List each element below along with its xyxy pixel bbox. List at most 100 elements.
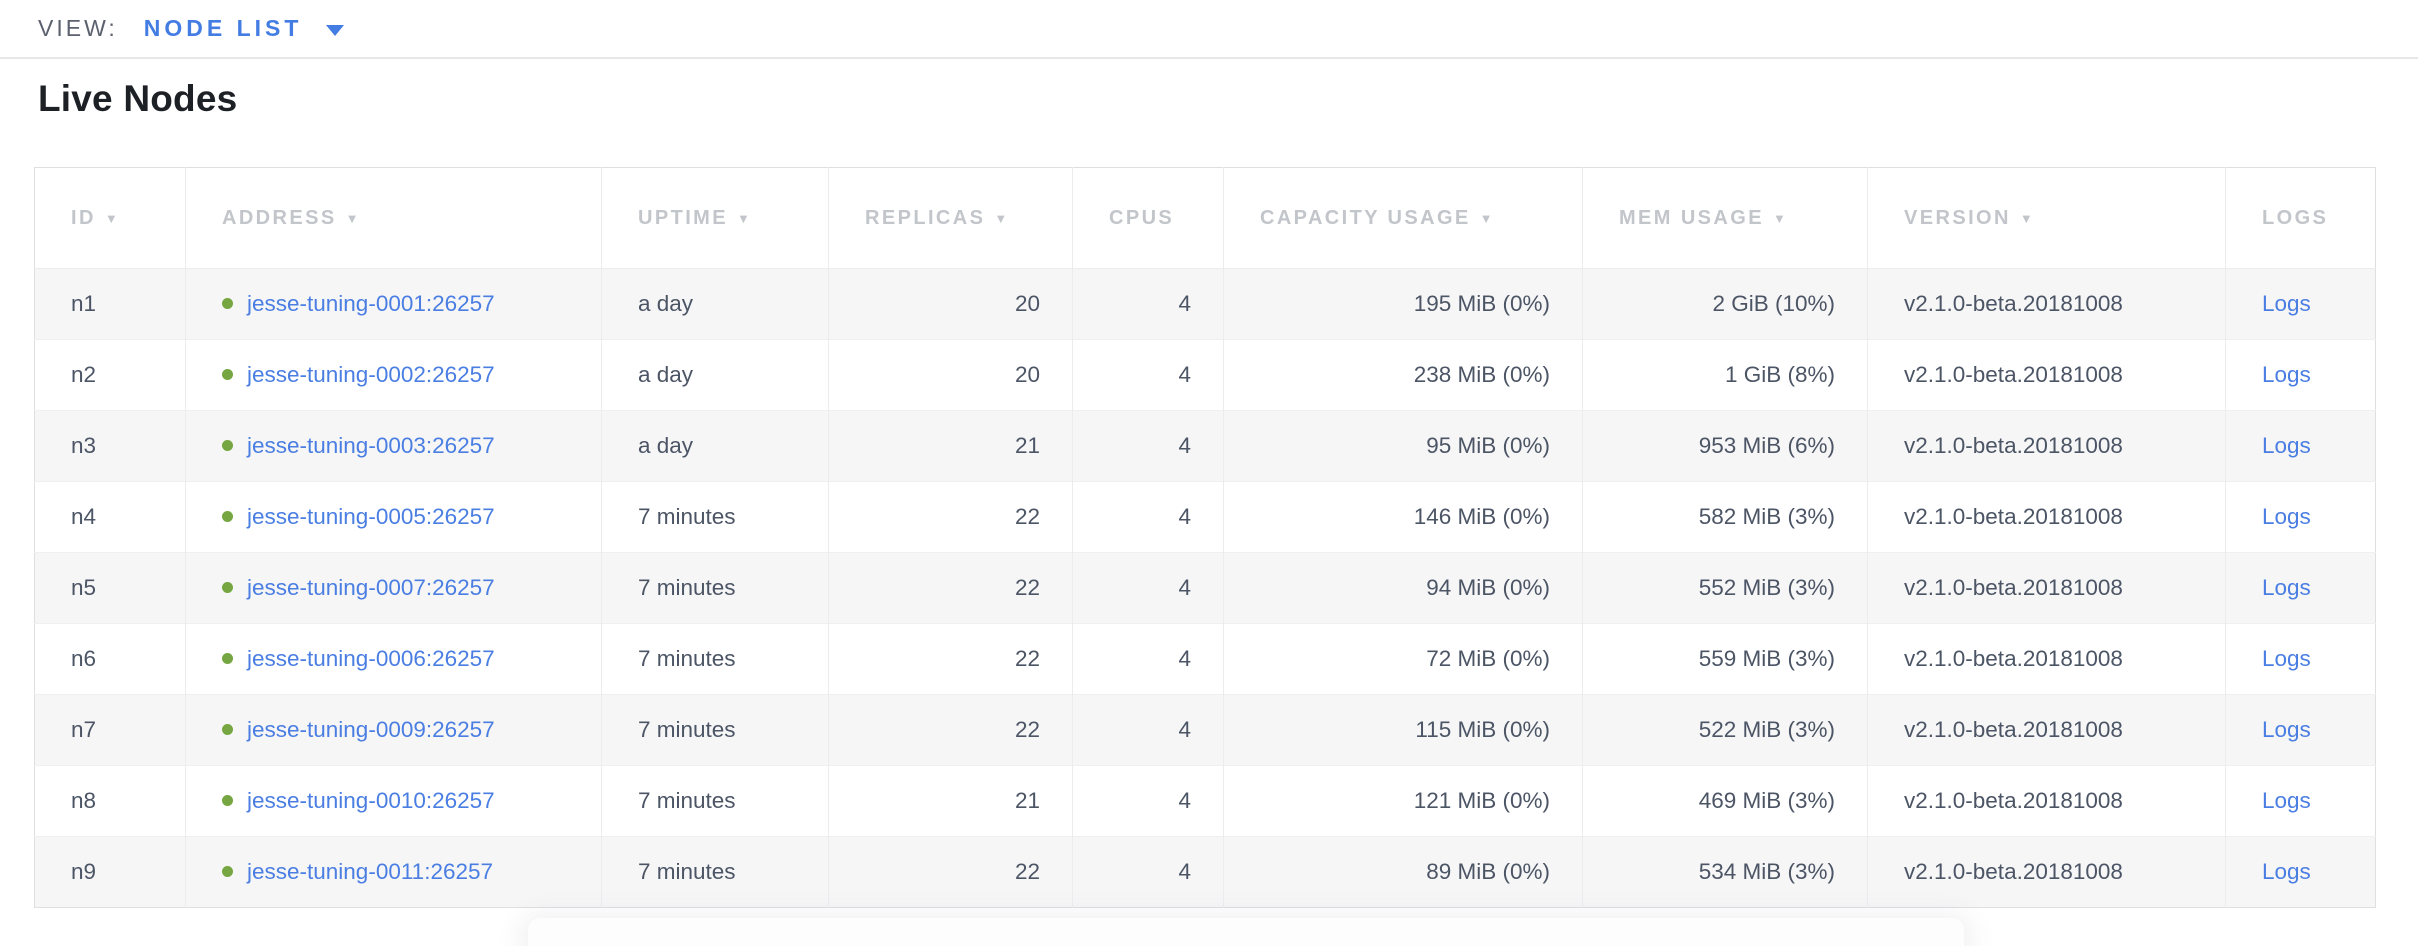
view-label: VIEW: — [38, 15, 118, 41]
address-link[interactable]: jesse-tuning-0002:26257 — [247, 362, 495, 387]
address-link[interactable]: jesse-tuning-0003:26257 — [247, 433, 495, 458]
node-live-dot-icon — [222, 369, 233, 380]
column-header-address[interactable]: ADDRESS ▼ — [185, 167, 602, 269]
column-header-version[interactable]: VERSION ▼ — [1867, 167, 2226, 269]
mem-cell: 534 MiB (3%) — [1582, 836, 1868, 908]
logs-link[interactable]: Logs — [2262, 646, 2311, 671]
replicas-cell: 20 — [828, 339, 1073, 411]
uptime-cell: 7 minutes — [601, 836, 829, 908]
version-cell: v2.1.0-beta.20181008 — [1867, 481, 2226, 553]
sort-desc-icon: ▼ — [1479, 210, 1495, 226]
table-row: n5 jesse-tuning-0007:26257 7 minutes 22 4 94 … — [34, 552, 2376, 624]
id-cell: n9 — [34, 836, 186, 908]
address-link[interactable]: jesse-tuning-0001:26257 — [247, 291, 495, 316]
table-row: n2 jesse-tuning-0002:26257 a day 20 4 238 MiB… — [34, 339, 2376, 411]
capacity-cell: 115 MiB (0%) — [1223, 694, 1583, 766]
capacity-cell: 95 MiB (0%) — [1223, 410, 1583, 482]
column-header-mem[interactable]: MEM USAGE ▼ — [1582, 167, 1868, 269]
logs-link[interactable]: Logs — [2262, 788, 2311, 813]
logs-link[interactable]: Logs — [2262, 859, 2311, 884]
address-link[interactable]: jesse-tuning-0005:26257 — [247, 504, 495, 529]
node-live-dot-icon — [222, 582, 233, 593]
uptime-cell: 7 minutes — [601, 623, 829, 695]
column-header-label: UPTIME — [638, 206, 728, 229]
uptime-cell: a day — [601, 339, 829, 411]
table-row: n7 jesse-tuning-0009:26257 7 minutes 22 4 115… — [34, 694, 2376, 766]
next-section-shadow — [528, 918, 1964, 946]
node-live-dot-icon — [222, 653, 233, 664]
table-row: n9 jesse-tuning-0011:26257 7 minutes 22 4 89 … — [34, 836, 2376, 908]
logs-link[interactable]: Logs — [2262, 504, 2311, 529]
address-cell: jesse-tuning-0007:26257 — [185, 552, 602, 624]
view-bar: VIEW: NODE LIST — [0, 0, 2418, 59]
version-cell: v2.1.0-beta.20181008 — [1867, 694, 2226, 766]
logs-link[interactable]: Logs — [2262, 717, 2311, 742]
replicas-cell: 21 — [828, 765, 1073, 837]
version-cell: v2.1.0-beta.20181008 — [1867, 339, 2226, 411]
replicas-cell: 22 — [828, 694, 1073, 766]
uptime-cell: 7 minutes — [601, 765, 829, 837]
address-link[interactable]: jesse-tuning-0010:26257 — [247, 788, 495, 813]
cpus-cell: 4 — [1072, 410, 1224, 482]
column-header-label: ID — [71, 206, 96, 229]
column-header-uptime[interactable]: UPTIME ▼ — [601, 167, 829, 269]
id-cell: n3 — [34, 410, 186, 482]
node-live-dot-icon — [222, 866, 233, 877]
nodes-table: ID ▼ ADDRESS ▼ UPTIME ▼ REPLICAS ▼ CPUS CAPACITY … — [34, 167, 2376, 908]
mem-cell: 469 MiB (3%) — [1582, 765, 1868, 837]
sort-desc-icon: ▼ — [345, 210, 361, 226]
column-header-label: VERSION — [1904, 206, 2011, 229]
node-live-dot-icon — [222, 511, 233, 522]
column-header-label: LOGS — [2262, 206, 2329, 229]
address-link[interactable]: jesse-tuning-0009:26257 — [247, 717, 495, 742]
capacity-cell: 195 MiB (0%) — [1223, 268, 1583, 340]
address-link[interactable]: jesse-tuning-0006:26257 — [247, 646, 495, 671]
id-cell: n5 — [34, 552, 186, 624]
dropdown-caret-icon — [326, 24, 345, 36]
logs-cell: Logs — [2225, 481, 2376, 553]
capacity-cell: 89 MiB (0%) — [1223, 836, 1583, 908]
table-row: n4 jesse-tuning-0005:26257 7 minutes 22 4 146… — [34, 481, 2376, 553]
page-title: Live Nodes — [38, 78, 238, 119]
cpus-cell: 4 — [1072, 268, 1224, 340]
column-header-id[interactable]: ID ▼ — [34, 167, 186, 269]
replicas-cell: 20 — [828, 268, 1073, 340]
replicas-cell: 22 — [828, 836, 1073, 908]
capacity-cell: 94 MiB (0%) — [1223, 552, 1583, 624]
table-row: n1 jesse-tuning-0001:26257 a day 20 4 195 MiB… — [34, 268, 2376, 340]
logs-link[interactable]: Logs — [2262, 362, 2311, 387]
version-cell: v2.1.0-beta.20181008 — [1867, 410, 2226, 482]
logs-cell: Logs — [2225, 339, 2376, 411]
capacity-cell: 238 MiB (0%) — [1223, 339, 1583, 411]
sort-desc-icon: ▼ — [1772, 210, 1789, 226]
node-live-dot-icon — [222, 440, 233, 451]
id-cell: n4 — [34, 481, 186, 553]
address-link[interactable]: jesse-tuning-0007:26257 — [247, 575, 495, 600]
column-header-replicas[interactable]: REPLICAS ▼ — [828, 167, 1073, 269]
version-cell: v2.1.0-beta.20181008 — [1867, 623, 2226, 695]
node-live-dot-icon — [222, 298, 233, 309]
mem-cell: 953 MiB (6%) — [1582, 410, 1868, 482]
logs-cell: Logs — [2225, 623, 2376, 695]
view-selected-value: NODE LIST — [143, 15, 303, 41]
id-cell: n6 — [34, 623, 186, 695]
column-header-capacity[interactable]: CAPACITY USAGE ▼ — [1223, 167, 1583, 269]
column-header-label: ADDRESS — [222, 206, 337, 229]
address-cell: jesse-tuning-0009:26257 — [185, 694, 602, 766]
logs-link[interactable]: Logs — [2262, 433, 2311, 458]
logs-link[interactable]: Logs — [2262, 575, 2311, 600]
uptime-cell: a day — [601, 410, 829, 482]
column-header-label: CPUS — [1109, 206, 1175, 229]
logs-link[interactable]: Logs — [2262, 291, 2311, 316]
mem-cell: 2 GiB (10%) — [1582, 268, 1868, 340]
replicas-cell: 22 — [828, 623, 1073, 695]
column-header-label: CAPACITY USAGE — [1260, 206, 1471, 229]
view-selector[interactable]: NODE LIST — [144, 15, 345, 42]
sort-desc-icon: ▼ — [994, 210, 1010, 226]
column-header-label: MEM USAGE — [1619, 206, 1764, 229]
column-header-label: REPLICAS — [865, 206, 986, 229]
id-cell: n8 — [34, 765, 186, 837]
logs-cell: Logs — [2225, 410, 2376, 482]
address-link[interactable]: jesse-tuning-0011:26257 — [247, 859, 494, 884]
address-cell: jesse-tuning-0010:26257 — [185, 765, 602, 837]
